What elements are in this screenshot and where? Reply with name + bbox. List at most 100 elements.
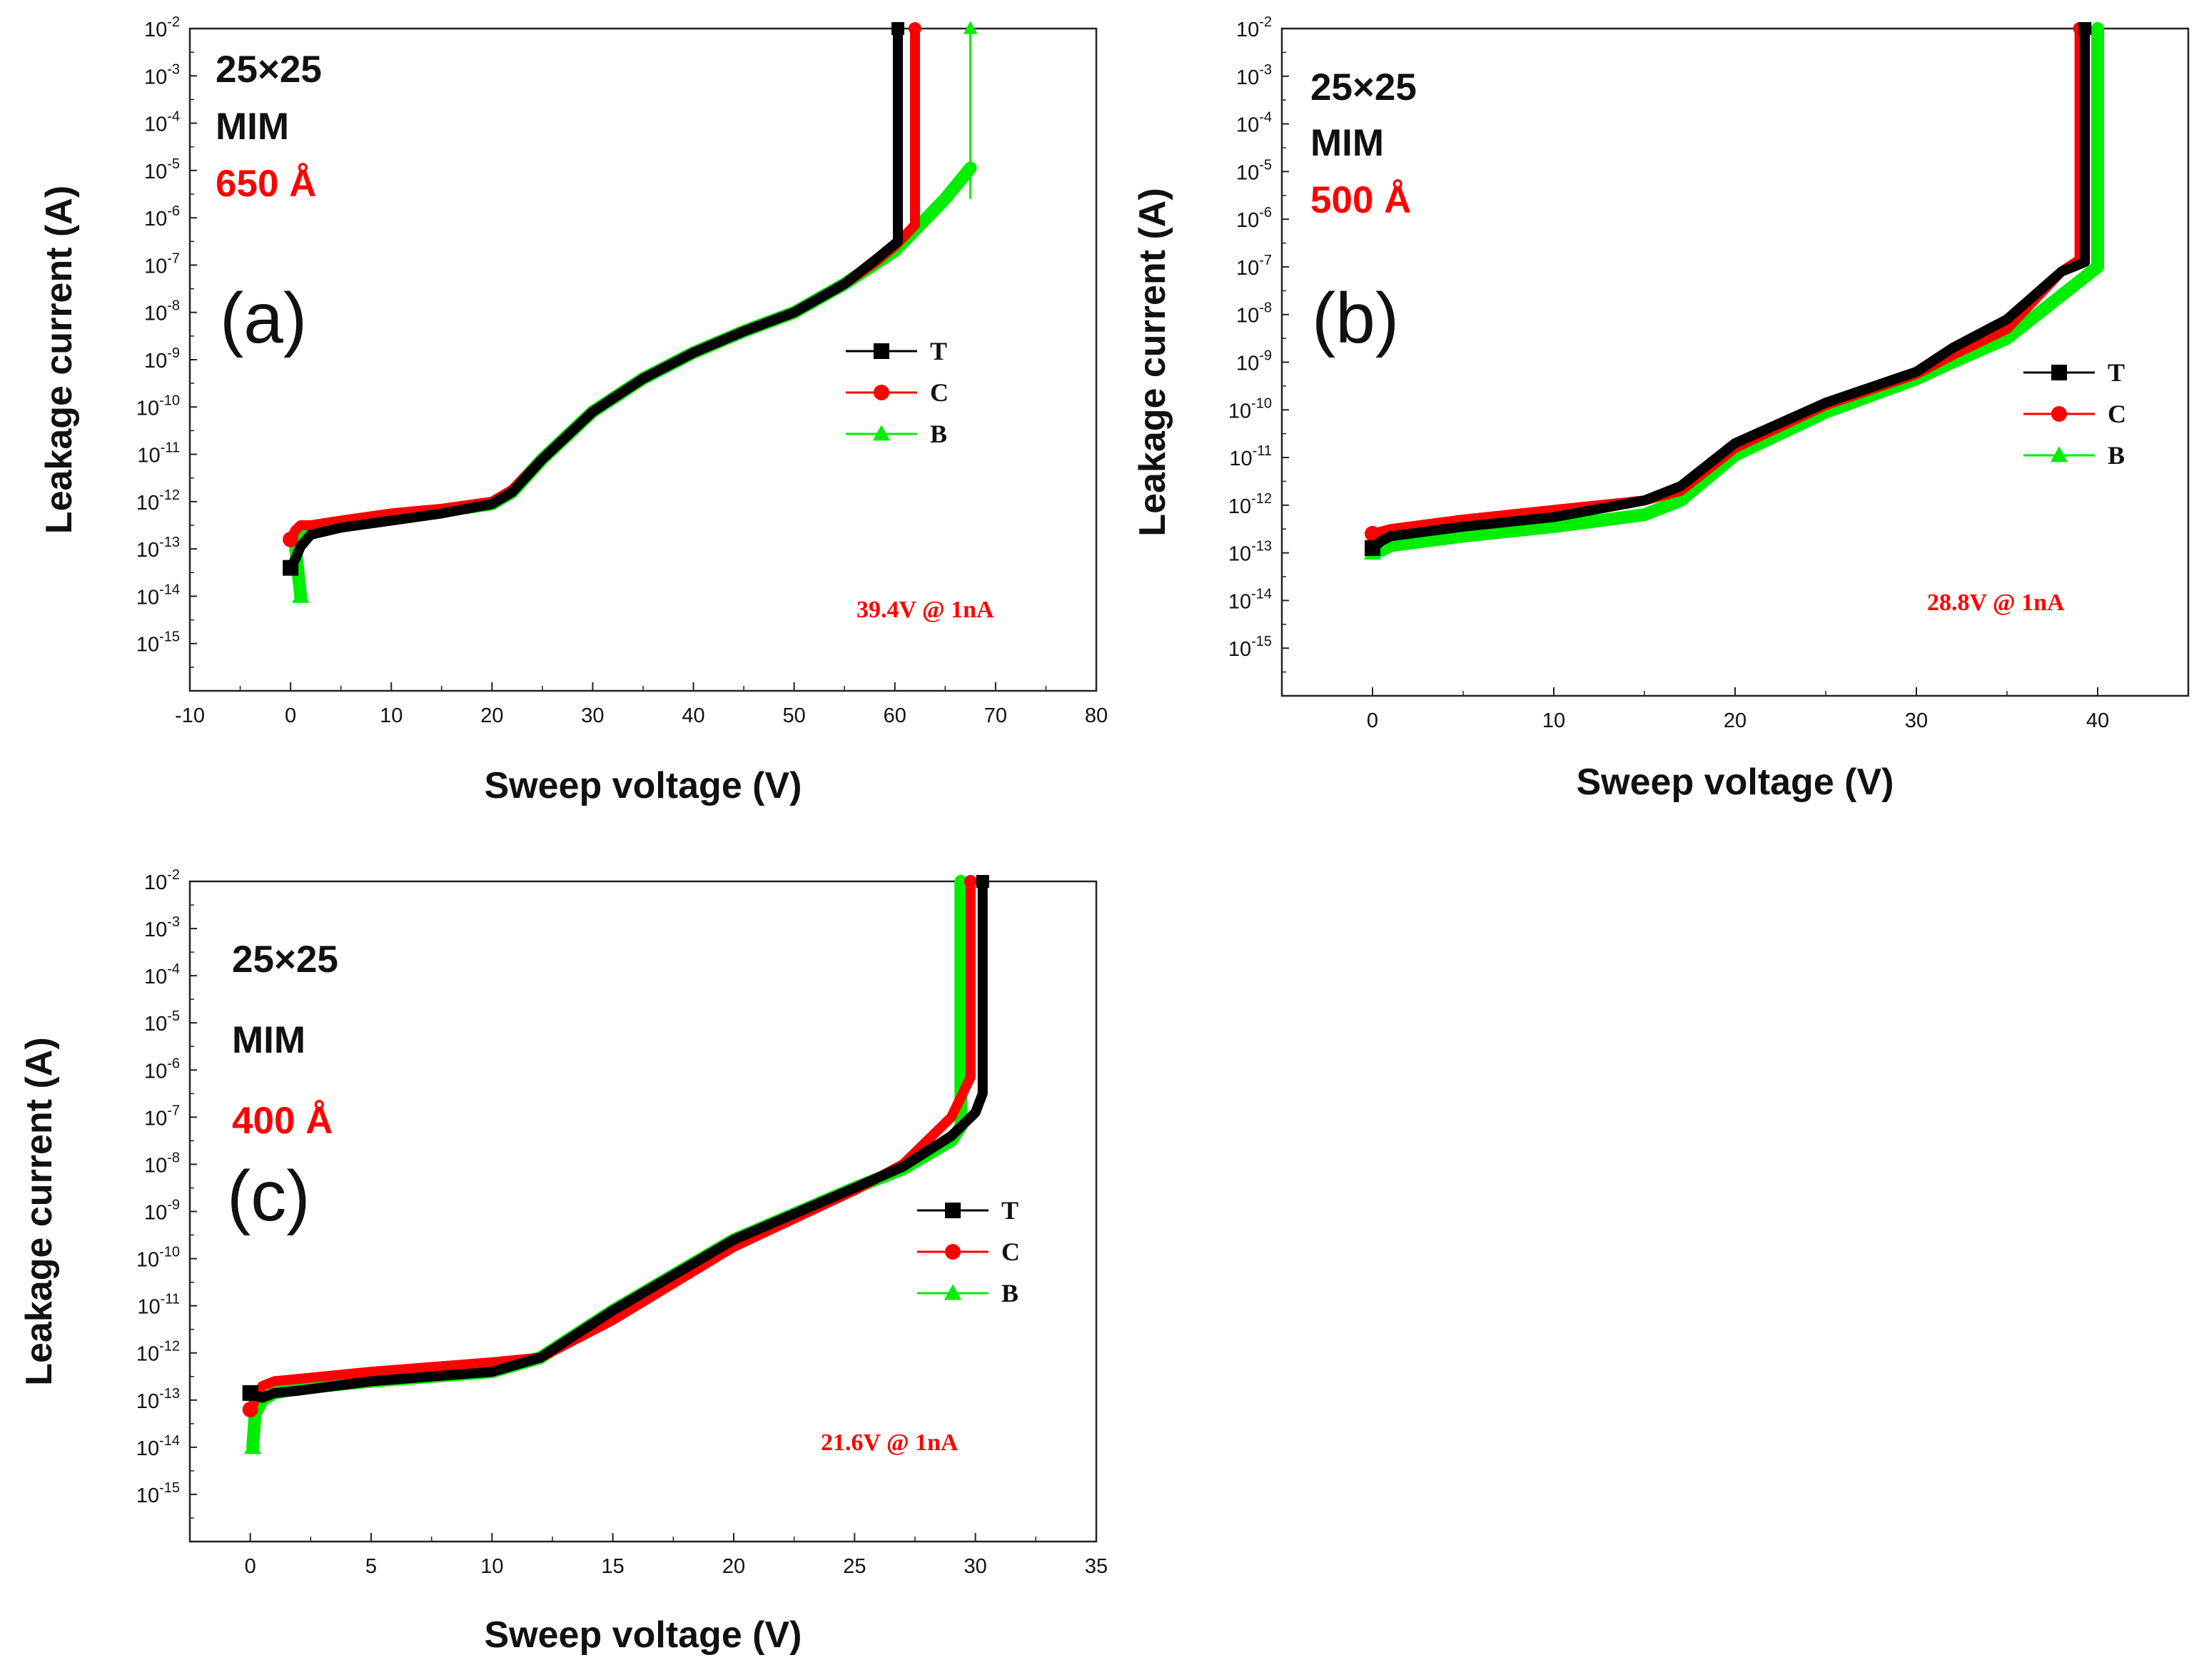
x-tick-label: -10 bbox=[175, 704, 205, 727]
y-tick-label: 10-5 bbox=[144, 156, 180, 183]
y-tick-label: 10-9 bbox=[144, 345, 180, 373]
y-tick-label: 10-13 bbox=[136, 1386, 180, 1413]
legend-marker-B bbox=[872, 425, 891, 441]
info-line-2: MIM bbox=[1310, 122, 1384, 164]
x-axis-title: Sweep voltage (V) bbox=[485, 1614, 802, 1656]
x-tick-label: 0 bbox=[245, 1555, 256, 1578]
y-tick-label: 10-11 bbox=[137, 440, 180, 467]
y-tick-label: 10-12 bbox=[1228, 491, 1272, 518]
x-tick-label: 30 bbox=[964, 1555, 987, 1578]
info-line-3: 500 Å bbox=[1310, 178, 1411, 221]
x-tick-label: 15 bbox=[602, 1555, 625, 1578]
x-axis-title: Sweep voltage (V) bbox=[1577, 761, 1894, 803]
y-tick-label: 10-15 bbox=[136, 1480, 180, 1507]
series-start-marker-C bbox=[283, 531, 299, 547]
legend-label-B: B bbox=[2108, 441, 2125, 470]
y-tick-label: 10-3 bbox=[144, 61, 180, 88]
x-tick-label: 0 bbox=[1367, 709, 1378, 732]
y-tick-label: 10-13 bbox=[136, 535, 180, 562]
series-line-C bbox=[245, 876, 976, 1415]
y-tick-label: 10-6 bbox=[144, 1056, 180, 1083]
y-tick-label: 10-14 bbox=[1228, 586, 1272, 613]
x-tick-label: 25 bbox=[843, 1555, 866, 1578]
y-tick-label: 10-4 bbox=[144, 109, 180, 136]
x-tick-label: 80 bbox=[1085, 704, 1108, 727]
y-tick-label: 10-5 bbox=[1236, 157, 1272, 184]
annotation-breakdown: 39.4V @ 1nA bbox=[856, 597, 994, 623]
series-line-T bbox=[285, 24, 903, 573]
panel-label: (a) bbox=[220, 278, 307, 358]
legend-label-T: T bbox=[2108, 358, 2125, 387]
legend-marker-C bbox=[874, 385, 889, 400]
x-tick-label: 40 bbox=[682, 704, 704, 727]
legend-label-C: C bbox=[2108, 400, 2126, 428]
legend-marker-T bbox=[2051, 365, 2067, 380]
x-tick-label: 0 bbox=[285, 704, 296, 727]
legend-label-T: T bbox=[1001, 1196, 1018, 1225]
series-end-marker-B bbox=[954, 874, 969, 887]
legend-marker-B bbox=[944, 1284, 962, 1300]
y-tick-label: 10-2 bbox=[144, 867, 180, 894]
info-line-1: 25×25 bbox=[216, 49, 322, 91]
series-end-marker-T bbox=[2078, 22, 2092, 35]
y-tick-label: 10-5 bbox=[144, 1008, 180, 1036]
series-start-marker-B bbox=[292, 587, 310, 603]
series-end-marker-T bbox=[891, 22, 905, 35]
x-tick-label: 30 bbox=[1905, 709, 1928, 732]
y-tick-label: 10-6 bbox=[144, 203, 180, 231]
y-axis-title: Leakage current (A) bbox=[1132, 188, 1173, 536]
panel-label: (c) bbox=[227, 1156, 310, 1236]
x-tick-label: 40 bbox=[2086, 709, 2109, 732]
y-tick-label: 10-9 bbox=[144, 1198, 180, 1225]
y-tick-label: 10-7 bbox=[144, 1103, 180, 1130]
legend-label-T: T bbox=[930, 337, 947, 365]
legend-marker-T bbox=[874, 343, 889, 359]
legend-marker-C bbox=[2051, 406, 2067, 422]
series-line-C bbox=[285, 24, 920, 545]
legend-marker-C bbox=[945, 1244, 961, 1260]
series-start-marker-T bbox=[242, 1385, 258, 1401]
chart-panel-2: 10-2 10-3 10-4 10-5 10-6 10-7 10-8 10-9 10-10 10-… bbox=[1132, 14, 2190, 803]
y-tick-label: 10-11 bbox=[1229, 443, 1272, 470]
x-tick-label: 5 bbox=[365, 1555, 377, 1578]
y-tick-label: 10-15 bbox=[1228, 634, 1272, 661]
series-start-marker-T bbox=[1365, 540, 1380, 556]
series-end-marker-B bbox=[2091, 21, 2105, 34]
x-axis-title: Sweep voltage (V) bbox=[485, 765, 802, 806]
series-line-T bbox=[245, 876, 988, 1403]
info-line-2: MIM bbox=[232, 1019, 305, 1061]
series-start-marker-C bbox=[1365, 525, 1380, 542]
y-tick-label: 10-11 bbox=[137, 1292, 180, 1319]
y-tick-label: 10-4 bbox=[1236, 110, 1272, 137]
y-tick-label: 10-8 bbox=[1236, 300, 1272, 328]
chart-panel-1: 10-210-310-410-510-610-710-810-910-1010-… bbox=[39, 14, 1108, 806]
series-end-marker-C bbox=[909, 22, 921, 35]
x-tick-label: 10 bbox=[1542, 709, 1565, 732]
y-tick-label: 10-12 bbox=[136, 1339, 180, 1366]
y-tick-label: 10-3 bbox=[144, 914, 180, 941]
series-line-B bbox=[246, 875, 968, 1454]
x-tick-label: 50 bbox=[783, 704, 806, 727]
legend-label-C: C bbox=[930, 378, 949, 407]
x-tick-label: 60 bbox=[884, 704, 906, 727]
plot-frame bbox=[188, 27, 1098, 692]
legend-label-B: B bbox=[930, 420, 947, 448]
chart-panel-3: 10-2 10-3 10-4 10-5 10-6 10-7 10-8 10-9 10-10 10-… bbox=[19, 867, 1108, 1656]
x-tick-label: 20 bbox=[722, 1555, 745, 1578]
x-tick-label: 20 bbox=[480, 704, 503, 727]
y-tick-label: 10-8 bbox=[144, 298, 180, 325]
y-tick-label: 10-15 bbox=[136, 629, 180, 657]
legend-label-C: C bbox=[1001, 1238, 1020, 1266]
y-tick-label: 10-7 bbox=[144, 251, 180, 278]
y-tick-label: 10-8 bbox=[144, 1150, 180, 1177]
info-line-2: MIM bbox=[216, 106, 289, 148]
y-axis-title: Leakage current (A) bbox=[39, 186, 80, 534]
series-end-marker-C bbox=[964, 875, 977, 888]
info-line-3: 400 Å bbox=[232, 1099, 333, 1142]
annotation-breakdown: 28.8V @ 1nA bbox=[1927, 589, 2065, 616]
x-tick-label: 20 bbox=[1724, 709, 1746, 732]
y-tick-label: 10-2 bbox=[144, 14, 180, 41]
y-tick-label: 10-10 bbox=[1228, 395, 1272, 422]
y-tick-label: 10-14 bbox=[136, 1433, 180, 1460]
